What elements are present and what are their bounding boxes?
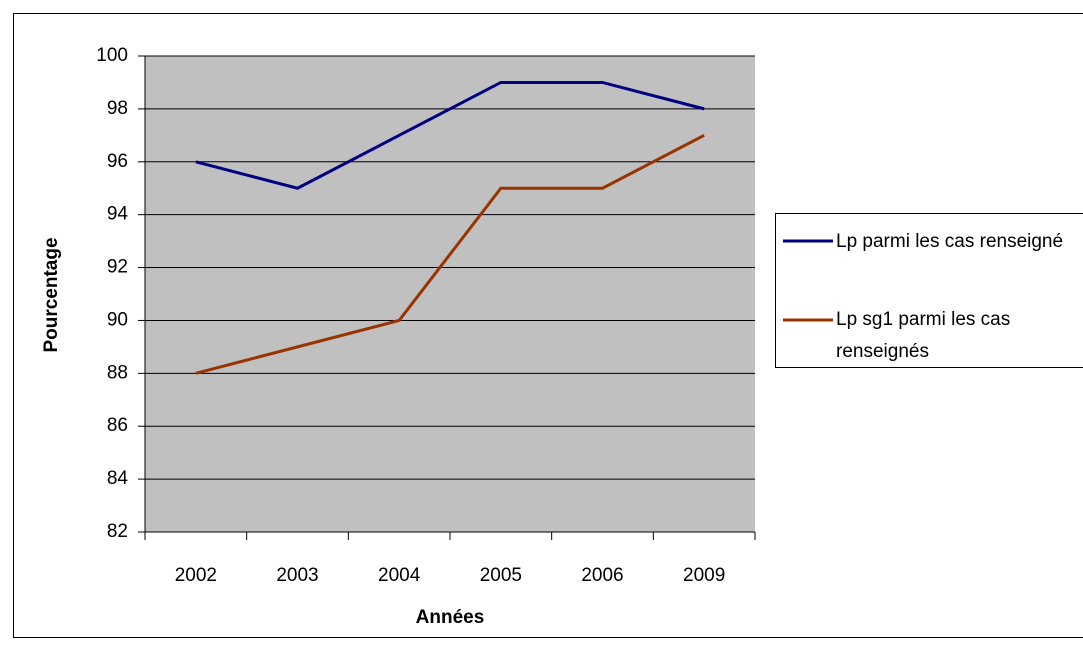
y-tick-label: 82 [107,521,128,542]
y-tick-label: 94 [107,204,129,225]
x-tick-label: 2005 [480,565,522,586]
grid [145,55,755,533]
series-line [195,134,705,375]
y-tick-label: 98 [107,98,128,119]
legend-label: Lp sg1 parmi les cas renseignés [836,309,1011,362]
x-tick-label: 2003 [276,565,318,586]
x-tick-label: 2006 [581,565,623,586]
x-axis-label: Années [416,607,485,628]
y-tick-label: 90 [107,309,128,330]
y-tick-label: 88 [107,362,128,383]
plot-area [145,56,755,532]
y-tick-label: 84 [107,468,129,489]
x-tick-label: 2002 [175,565,217,586]
series-line [195,80,705,190]
y-tick-label: 92 [107,257,128,278]
y-tick-label: 96 [107,151,128,172]
x-tick-label: 2009 [683,565,725,586]
y-axis-label: Pourcentage [41,237,62,352]
y-tick-label: 100 [96,45,128,66]
legend-box [775,213,1083,368]
y-tick-label: 86 [107,415,128,436]
x-tick-label: 2004 [378,565,421,586]
legend-label: Lp parmi les cas renseigné [836,231,1064,252]
